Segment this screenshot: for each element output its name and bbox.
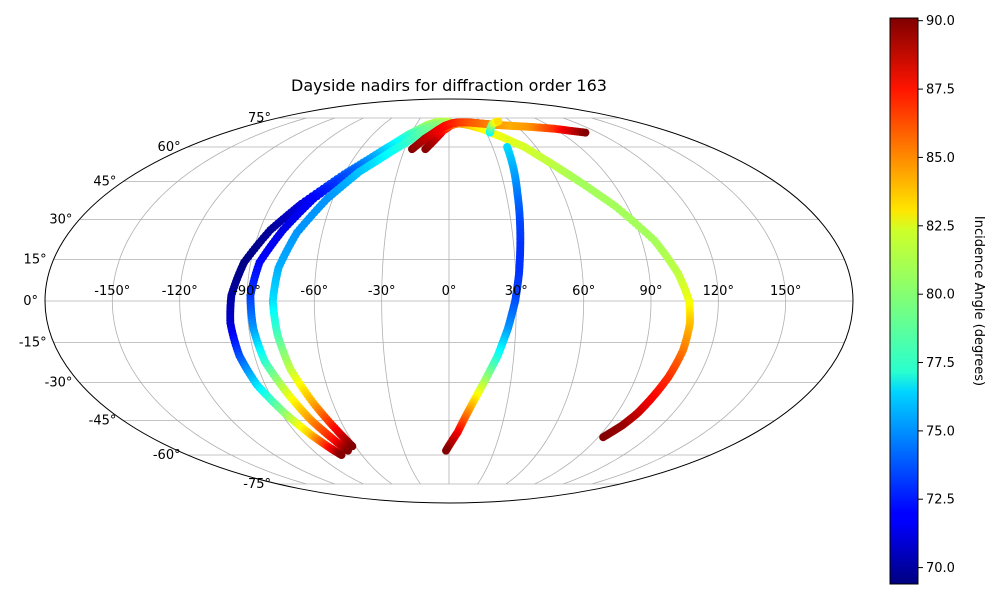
data-point	[348, 442, 357, 451]
lat-tick-label: -15°	[19, 335, 47, 350]
lon-tick-label: 60°	[572, 284, 595, 299]
lat-tick-label: 15°	[24, 253, 47, 268]
latitude-tick-labels: 75° 60° 45° 30° 15° 0° -15° -30° -45° -60° -75°	[19, 111, 271, 492]
data-point	[441, 446, 450, 455]
colorbar-tick-label: 85.0	[926, 151, 955, 166]
lon-tick-label: -60°	[300, 284, 328, 299]
lon-tick-label: 150°	[770, 284, 801, 299]
lat-tick-label: 75°	[248, 111, 271, 126]
lon-tick-label: -150°	[94, 284, 130, 299]
grid-meridian	[534, 117, 652, 485]
chart-title: Dayside nadirs for diffraction order 163	[291, 76, 607, 95]
colorbar: 70.0 72.5 75.0 77.5 80.0 82.5 85.0 87.5 90.0 Inc…	[889, 14, 986, 585]
colorbar-tick-label: 90.0	[926, 14, 955, 29]
lat-tick-label: -75°	[243, 477, 271, 492]
grid-meridian	[179, 117, 336, 485]
scatter-points	[226, 117, 695, 459]
grid-meridian	[562, 117, 719, 485]
grid-meridian	[381, 117, 421, 485]
grid-meridian	[591, 117, 787, 485]
grid-meridian	[111, 117, 307, 485]
lat-tick-label: -45°	[89, 414, 117, 429]
colorbar-tick-label: 77.5	[926, 356, 955, 371]
colorbar-tick-label: 72.5	[926, 493, 955, 508]
lon-tick-label: -30°	[368, 284, 396, 299]
colorbar-gradient	[889, 17, 919, 585]
lon-tick-label: 30°	[505, 284, 528, 299]
data-point	[581, 128, 590, 137]
colorbar-label: Incidence Angle (degrees)	[971, 216, 986, 386]
colorbar-tick-label: 80.0	[926, 288, 955, 303]
lon-tick-label: -120°	[162, 284, 198, 299]
data-point	[599, 433, 608, 442]
colorbar-tick-label: 70.0	[926, 561, 955, 576]
data-point	[337, 451, 346, 459]
lon-tick-label: -90°	[233, 284, 261, 299]
lat-tick-label: 45°	[93, 174, 116, 189]
longitude-tick-labels: -150° -120° -90° -60° -30° 0° 30° 60° 90° 120° 150…	[94, 284, 801, 299]
lon-tick-label: 120°	[703, 284, 734, 299]
data-point	[494, 117, 503, 126]
colorbar-tick-label: 87.5	[926, 83, 955, 98]
colorbar-tick-label: 82.5	[926, 219, 955, 234]
lat-tick-label: -30°	[45, 376, 73, 391]
colorbar-tick-label: 75.0	[926, 424, 955, 439]
lat-tick-label: -60°	[153, 448, 181, 463]
lon-tick-label: 90°	[639, 284, 662, 299]
grid-meridian	[505, 117, 585, 485]
colorbar-ticks: 70.0 72.5 75.0 77.5 80.0 82.5 85.0 87.5 90.0	[918, 14, 955, 576]
map-boundary	[44, 98, 854, 504]
graticule	[45, 117, 853, 485]
lat-tick-label: 60°	[158, 140, 181, 155]
lon-tick-label: 0°	[442, 284, 457, 299]
lat-tick-label: 0°	[23, 294, 38, 309]
lat-tick-label: 30°	[49, 212, 72, 227]
